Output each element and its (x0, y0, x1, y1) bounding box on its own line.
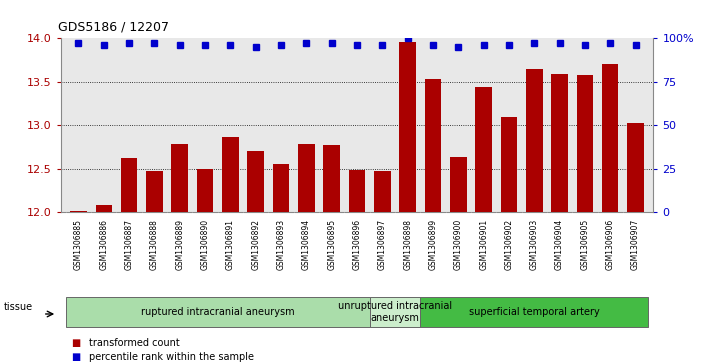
Bar (121, 158, 137, 212)
Bar (628, 123, 644, 212)
Text: GSM1306896: GSM1306896 (353, 219, 361, 270)
Bar (146, 171, 163, 212)
Text: GSM1306899: GSM1306899 (428, 219, 438, 270)
Text: GSM1306905: GSM1306905 (580, 219, 590, 270)
Bar (70, 211, 86, 212)
Text: GSM1306904: GSM1306904 (555, 219, 564, 270)
Text: GSM1306892: GSM1306892 (251, 219, 260, 270)
Text: percentile rank within the sample: percentile rank within the sample (89, 352, 254, 362)
Bar (399, 42, 416, 212)
Text: ■: ■ (71, 338, 81, 348)
Bar (374, 171, 391, 212)
Text: GDS5186 / 12207: GDS5186 / 12207 (58, 21, 169, 34)
Bar (348, 170, 366, 212)
Bar (222, 138, 238, 212)
Text: GSM1306885: GSM1306885 (74, 219, 83, 270)
Bar (298, 144, 315, 212)
Bar (171, 144, 188, 212)
Text: superficial temporal artery: superficial temporal artery (469, 307, 600, 317)
Text: GSM1306895: GSM1306895 (327, 219, 336, 270)
Text: unruptured intracranial
aneurysm: unruptured intracranial aneurysm (338, 301, 452, 323)
Text: GSM1306893: GSM1306893 (276, 219, 286, 270)
Text: GSM1306903: GSM1306903 (530, 219, 539, 270)
Bar (96, 205, 112, 212)
Bar (323, 145, 340, 212)
Text: GSM1306906: GSM1306906 (605, 219, 615, 270)
Text: GSM1306907: GSM1306907 (631, 219, 640, 270)
Text: GSM1306886: GSM1306886 (99, 219, 109, 270)
Text: GSM1306890: GSM1306890 (201, 219, 209, 270)
Text: GSM1306894: GSM1306894 (302, 219, 311, 270)
Text: tissue: tissue (4, 302, 33, 312)
Text: ■: ■ (71, 352, 81, 362)
Bar (421, 298, 648, 327)
Bar (450, 156, 466, 212)
Bar (370, 298, 421, 327)
Bar (273, 164, 289, 212)
Text: GSM1306897: GSM1306897 (378, 219, 387, 270)
Bar (526, 69, 543, 212)
Text: GSM1306898: GSM1306898 (403, 219, 412, 270)
Text: GSM1306889: GSM1306889 (175, 219, 184, 270)
Bar (425, 79, 441, 212)
Bar (476, 87, 492, 212)
Bar (66, 298, 370, 327)
Text: GSM1306888: GSM1306888 (150, 219, 159, 270)
Bar (501, 117, 517, 212)
Text: GSM1306900: GSM1306900 (454, 219, 463, 270)
Bar (602, 64, 618, 212)
Text: transformed count: transformed count (89, 338, 180, 348)
Text: GSM1306901: GSM1306901 (479, 219, 488, 270)
Bar (577, 75, 593, 212)
Text: GSM1306902: GSM1306902 (505, 219, 513, 270)
Text: GSM1306887: GSM1306887 (124, 219, 134, 270)
Bar (248, 151, 264, 212)
Bar (197, 169, 213, 212)
Text: ruptured intracranial aneurysm: ruptured intracranial aneurysm (141, 307, 294, 317)
Text: GSM1306891: GSM1306891 (226, 219, 235, 270)
Bar (551, 74, 568, 212)
